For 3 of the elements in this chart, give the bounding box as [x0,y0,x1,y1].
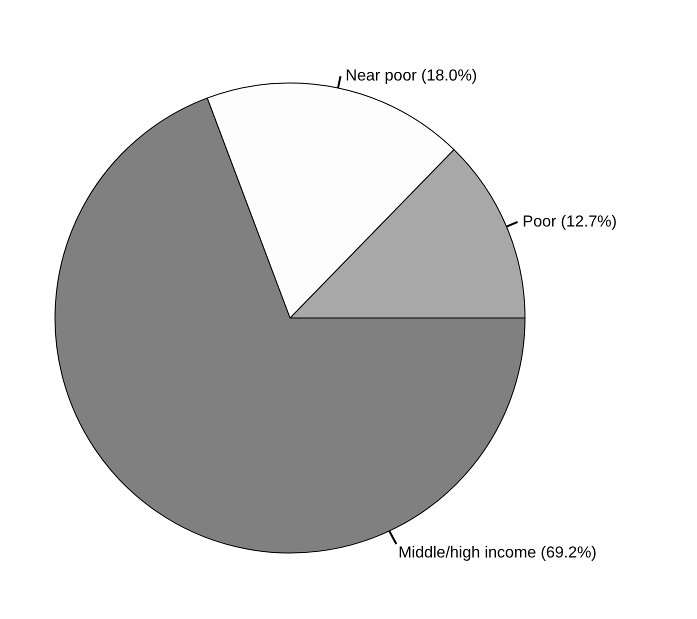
slice-label: Poor (12.7%) [522,213,617,230]
slice-label: Near poor (18.0%) [346,68,478,85]
slice-label: Middle/high income (69.2%) [398,544,597,562]
